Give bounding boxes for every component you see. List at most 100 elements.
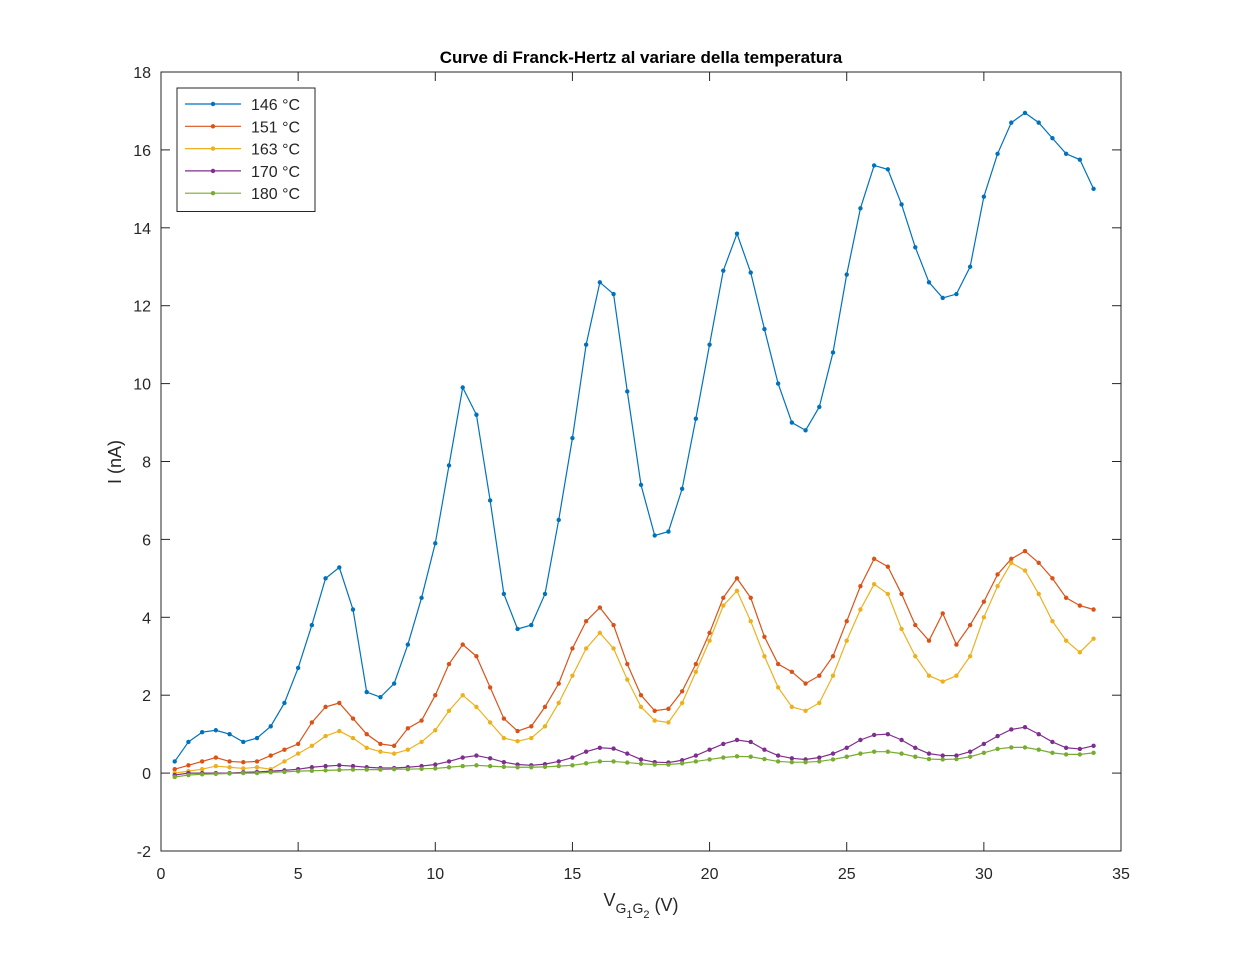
data-point: [1036, 747, 1041, 752]
x-tick-label: 20: [701, 866, 719, 883]
data-point: [323, 704, 328, 710]
data-point: [241, 759, 246, 765]
data-point: [1050, 576, 1055, 581]
data-point: [337, 763, 342, 768]
data-point: [583, 761, 589, 766]
data-point: [1063, 595, 1069, 601]
data-point: [446, 708, 452, 713]
data-point: [748, 739, 753, 745]
data-point: [542, 704, 548, 710]
data-point: [748, 595, 753, 601]
data-point: [844, 745, 849, 750]
data-point: [693, 416, 699, 421]
data-point: [199, 772, 205, 777]
data-point: [967, 754, 973, 759]
data-point: [844, 638, 849, 643]
data-point: [666, 529, 671, 534]
legend-marker: [210, 146, 216, 151]
data-point: [748, 618, 753, 624]
data-point: [1009, 560, 1014, 565]
data-point: [885, 731, 891, 737]
data-point: [529, 735, 534, 741]
legend-label: 180 °C: [251, 186, 300, 203]
data-point: [611, 622, 616, 628]
series-line: [174, 550, 1094, 770]
legend-label: 163 °C: [251, 142, 300, 159]
data-point: [830, 654, 836, 659]
series-line: [174, 726, 1094, 776]
data-point: [364, 731, 369, 737]
data-point: [1077, 157, 1083, 162]
data-point: [1063, 151, 1069, 156]
data-point: [323, 576, 328, 581]
data-point: [652, 718, 657, 723]
data-point: [309, 720, 315, 725]
data-point: [405, 767, 411, 772]
data-point: [227, 731, 232, 737]
data-point: [570, 763, 575, 768]
data-point: [1077, 650, 1083, 655]
data-point: [899, 202, 904, 207]
data-point: [789, 669, 795, 675]
data-point: [241, 739, 246, 745]
data-point: [734, 576, 740, 581]
data-point: [693, 669, 699, 675]
data-point: [611, 646, 616, 651]
data-point: [858, 607, 863, 612]
data-point: [172, 774, 177, 780]
data-point: [583, 618, 589, 624]
data-point: [474, 763, 479, 768]
data-point: [350, 607, 356, 612]
data-point: [1091, 607, 1096, 612]
data-point: [995, 572, 1000, 577]
data-point: [570, 755, 575, 760]
data-point: [913, 245, 918, 250]
data-point: [734, 588, 740, 594]
data-point: [337, 700, 342, 706]
data-point: [830, 757, 836, 762]
data-point: [419, 718, 424, 723]
data-point: [570, 673, 575, 678]
data-point: [501, 764, 507, 770]
data-point: [858, 583, 863, 589]
x-tick-label: 0: [157, 866, 166, 883]
x-axis-label-part: V: [603, 890, 615, 910]
data-point: [405, 747, 411, 752]
x-tick-label: 15: [564, 866, 582, 883]
data-point: [186, 763, 191, 768]
data-point: [844, 272, 849, 277]
data-point: [268, 753, 273, 758]
data-point: [433, 762, 438, 767]
data-point: [597, 759, 603, 764]
data-point: [309, 765, 315, 770]
data-point: [460, 755, 465, 760]
data-point: [487, 763, 493, 769]
data-point: [556, 763, 561, 769]
data-point: [556, 681, 561, 686]
data-point: [542, 591, 548, 597]
data-point: [405, 642, 411, 647]
data-point: [1050, 739, 1055, 745]
data-point: [775, 759, 781, 764]
data-point: [254, 765, 260, 770]
data-point: [1091, 743, 1096, 749]
x-axis-label-part: 1: [626, 909, 632, 921]
data-point: [515, 728, 520, 734]
data-point: [899, 737, 904, 743]
data-point: [378, 741, 383, 747]
data-point: [213, 755, 219, 760]
data-point: [515, 738, 520, 744]
data-point: [391, 767, 397, 772]
data-point: [309, 768, 315, 773]
data-point: [446, 661, 452, 667]
data-point: [323, 768, 328, 773]
data-point: [542, 764, 548, 770]
data-point: [967, 622, 973, 628]
data-point: [721, 595, 726, 601]
data-point: [721, 603, 726, 608]
data-point: [625, 389, 630, 394]
data-point: [940, 679, 945, 684]
data-point: [967, 654, 973, 659]
data-point: [1091, 750, 1096, 756]
data-point: [501, 716, 507, 721]
